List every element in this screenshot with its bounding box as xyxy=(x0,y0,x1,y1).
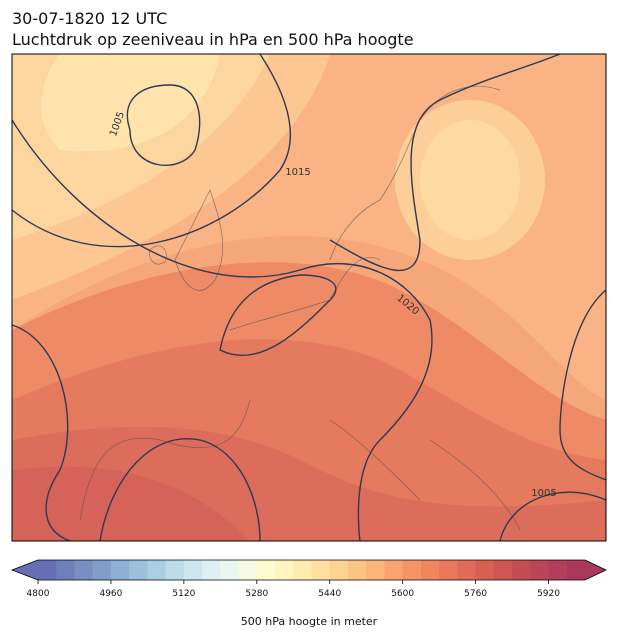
colorbar-segment xyxy=(475,560,495,580)
colorbar-segment xyxy=(275,560,294,580)
colorbar-segment xyxy=(566,560,586,580)
isobar xyxy=(219,274,337,357)
isobar xyxy=(126,84,201,166)
colorbar-segment xyxy=(293,560,312,580)
colorbar-extend-high xyxy=(585,560,606,580)
colorbar-segment xyxy=(183,560,203,580)
colorbar-segment xyxy=(38,560,57,580)
colorbar-segment xyxy=(238,560,258,580)
colorbar-tick-label: 4800 xyxy=(27,589,50,599)
colorbar-tick-label: 4960 xyxy=(99,589,122,599)
isobar xyxy=(12,324,71,541)
isobar xyxy=(12,54,292,248)
band xyxy=(420,120,520,240)
colorbar-segment xyxy=(384,560,404,580)
colorbar-segment xyxy=(548,560,568,580)
colorbar-segment xyxy=(92,560,112,580)
colorbar-tick-label: 5120 xyxy=(172,589,195,599)
colorbar-segment xyxy=(220,560,240,580)
isobar-label: 1015 xyxy=(285,167,310,178)
colorbar-segment xyxy=(457,560,477,580)
subtitle: Luchtdruk op zeeniveau in hPa en 500 hPa… xyxy=(12,30,414,49)
colorbar-segment xyxy=(347,560,367,580)
colorbar-segment xyxy=(110,560,130,580)
colorbar-segment xyxy=(147,560,167,580)
colorbar-segment xyxy=(512,560,531,580)
colorbar-segment xyxy=(402,560,422,580)
title: 30-07-1820 12 UTC xyxy=(12,9,167,28)
colorbar-segment xyxy=(256,560,276,580)
colorbar-segment xyxy=(56,560,75,580)
colorbar-segment xyxy=(439,560,458,580)
colorbar-segment xyxy=(129,560,148,580)
isobar xyxy=(99,438,261,541)
colorbar-segment xyxy=(202,560,221,580)
colorbar-tick-label: 5760 xyxy=(464,589,487,599)
colorbar-tick-label: 5600 xyxy=(391,589,414,599)
colorbar-segment xyxy=(366,560,385,580)
isobar xyxy=(329,54,561,272)
map-frame xyxy=(11,53,607,542)
colorbar-tick-label: 5440 xyxy=(318,589,341,599)
isobar xyxy=(499,491,606,541)
colorbar-segment xyxy=(420,560,440,580)
colorbar-tick-label: 5280 xyxy=(245,589,268,599)
isobar xyxy=(559,289,606,481)
band xyxy=(12,466,250,541)
colorbar-label: 500 hPa hoogte in meter xyxy=(241,615,378,628)
colorbar-segment xyxy=(311,560,331,580)
isobar xyxy=(12,119,433,541)
colorbar-extend-low xyxy=(12,560,38,580)
colorbar-segment xyxy=(165,560,185,580)
colorbar-segment xyxy=(74,560,94,580)
colorbar: 4800 4960 5120 5280 5440 5600 5760 5920 xyxy=(10,559,607,599)
isobars xyxy=(12,54,606,541)
colorbar-segment xyxy=(530,560,550,580)
isobar-label: 1005 xyxy=(531,488,556,499)
map xyxy=(12,54,606,541)
colorbar-segment xyxy=(493,560,513,580)
colorbar-segment xyxy=(329,560,349,580)
colorbar-tick-label: 5920 xyxy=(537,589,560,599)
